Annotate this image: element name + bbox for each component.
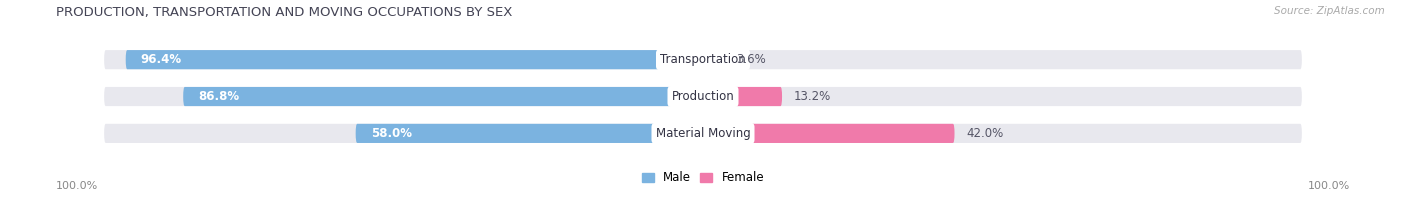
- FancyBboxPatch shape: [104, 124, 1302, 143]
- Text: 58.0%: 58.0%: [371, 127, 412, 140]
- Text: 13.2%: 13.2%: [794, 90, 831, 103]
- Text: 3.6%: 3.6%: [737, 53, 766, 66]
- Text: 100.0%: 100.0%: [56, 181, 98, 191]
- FancyBboxPatch shape: [183, 87, 703, 106]
- Text: Production: Production: [672, 90, 734, 103]
- FancyBboxPatch shape: [104, 87, 1302, 106]
- Text: Transportation: Transportation: [661, 53, 745, 66]
- Text: 42.0%: 42.0%: [966, 127, 1004, 140]
- Text: Material Moving: Material Moving: [655, 127, 751, 140]
- FancyBboxPatch shape: [703, 87, 782, 106]
- FancyBboxPatch shape: [703, 50, 724, 69]
- Legend: Male, Female: Male, Female: [637, 167, 769, 189]
- FancyBboxPatch shape: [104, 50, 1302, 69]
- FancyBboxPatch shape: [703, 124, 955, 143]
- Text: 86.8%: 86.8%: [198, 90, 239, 103]
- Text: 100.0%: 100.0%: [1308, 181, 1350, 191]
- Text: Source: ZipAtlas.com: Source: ZipAtlas.com: [1274, 6, 1385, 16]
- FancyBboxPatch shape: [356, 124, 703, 143]
- FancyBboxPatch shape: [125, 50, 703, 69]
- Text: 96.4%: 96.4%: [141, 53, 181, 66]
- Text: PRODUCTION, TRANSPORTATION AND MOVING OCCUPATIONS BY SEX: PRODUCTION, TRANSPORTATION AND MOVING OC…: [56, 6, 513, 19]
